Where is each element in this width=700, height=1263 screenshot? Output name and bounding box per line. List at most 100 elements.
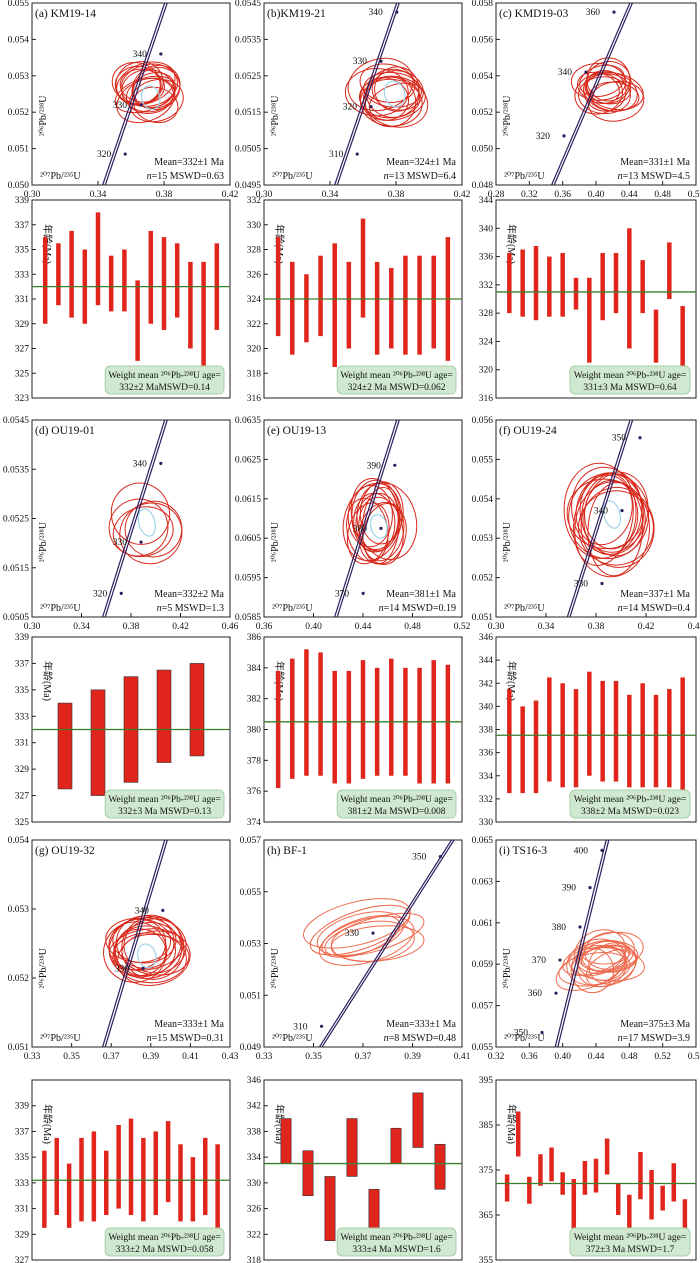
age-bar <box>613 253 619 314</box>
y-tick-label: 325 <box>15 369 30 379</box>
y-tick-label: 395 <box>479 1076 494 1086</box>
concordia-age-label: 370 <box>335 589 350 599</box>
y-tick-label: 386 <box>247 633 262 643</box>
age-bar <box>667 689 672 788</box>
y-tick-label: 0.050 <box>8 181 30 191</box>
age-bar <box>302 1150 314 1197</box>
age-bar <box>318 652 323 776</box>
concordia-panel-c: 0.28 0.32 0.36 0.40 0.44 0.48 0.52 0.048 0.050 0.… <box>472 0 700 200</box>
concordia-tick <box>588 886 592 890</box>
age-bar <box>122 249 127 312</box>
x-tick-label: 0.52 <box>654 1052 671 1062</box>
concordia-tick <box>612 10 616 14</box>
age-bar-panel-d_bar: 325 327 329 331 333 335 337 339 年龄(Ma) Weight mea… <box>15 633 231 828</box>
x-tick-label: 0.38 <box>123 622 140 632</box>
age-bar <box>627 228 632 349</box>
age-bar <box>390 1127 402 1164</box>
age-bar <box>128 1118 134 1215</box>
x-tick-label: 0.32 <box>488 1052 505 1062</box>
x-tick-label: 0.48 <box>404 622 421 632</box>
x-tick-label: 0.34 <box>73 622 90 632</box>
y-tick-label: 0.054 <box>8 35 30 45</box>
y-tick-label: 318 <box>247 369 262 379</box>
age-bar <box>108 255 114 312</box>
age-bar <box>304 274 309 343</box>
age-bar <box>91 1131 97 1222</box>
concordia-age-label: 330 <box>345 929 360 939</box>
mean-ellipse <box>383 80 406 108</box>
age-bar <box>627 694 632 788</box>
error-ellipse <box>585 61 632 104</box>
error-ellipse <box>579 64 625 97</box>
mean-age-text: Mean=332±2 Ma <box>154 589 224 600</box>
y-tick-label: 316 <box>247 394 262 404</box>
concordia-curve <box>553 3 634 185</box>
y-tick-label: 339 <box>15 633 30 643</box>
age-bar <box>188 261 193 349</box>
weighted-mean-value: 331±3 Ma MSWD=0.64 <box>583 383 676 393</box>
error-ellipse <box>347 484 393 548</box>
concordia-age-label: 340 <box>369 8 384 18</box>
y-tick-label: 0.051 <box>240 991 262 1001</box>
error-ellipse <box>588 942 637 985</box>
y-tick-label: 333 <box>15 1179 30 1189</box>
concordia-age-label: 320 <box>97 150 112 160</box>
y-tick-label: 0.0535 <box>3 465 29 475</box>
x-tick-label: 0.34 <box>538 622 555 632</box>
age-bar <box>671 1163 677 1202</box>
age-bar <box>638 1152 643 1200</box>
age-bar <box>275 237 281 337</box>
y-tick-label: 337 <box>15 1127 30 1137</box>
concordia-age-label: 400 <box>574 846 589 856</box>
n-label: n <box>618 603 623 614</box>
panel-title: (h) BF-1 <box>267 845 307 857</box>
error-ellipse <box>309 904 411 956</box>
mean-age-text: Mean=333±1 Ma <box>154 1019 224 1030</box>
concordia-tick <box>540 1030 544 1035</box>
x-tick-label: 0.37 <box>103 1052 120 1062</box>
concordia-age-label: 310 <box>293 1022 308 1032</box>
x-tick-label: 0.32 <box>521 190 538 200</box>
y-tick-label: 338 <box>479 726 494 736</box>
age-bar <box>573 689 579 788</box>
mean-ellipse <box>137 943 157 969</box>
y-tick-label: 376 <box>247 787 262 797</box>
error-ellipse <box>324 912 425 957</box>
concordia-tick <box>438 854 442 859</box>
concordia-curve <box>101 420 166 617</box>
x-tick-label: 0.36 <box>521 1052 538 1062</box>
y-tick-label: 355 <box>479 1256 494 1263</box>
weighted-mean-badge <box>569 1227 691 1257</box>
error-ellipse <box>129 78 184 123</box>
concordia-age-label: 340 <box>135 906 150 916</box>
weighted-mean-badge <box>336 1227 457 1257</box>
age-bar <box>304 649 309 776</box>
n-mswd-text: n=8 MSWD=0.48 <box>384 1033 456 1044</box>
y-tick-label: 382 <box>247 695 262 705</box>
age-bar <box>582 1161 588 1195</box>
concordia-tick <box>159 461 163 465</box>
age-bar <box>593 1158 599 1193</box>
concordia-age-label: 340 <box>594 507 609 517</box>
mean-age-text: Mean=331±1 Ma <box>620 157 690 168</box>
weighted-mean-label: Weight mean ²⁰⁶Pb-²³⁸U age= <box>340 795 452 805</box>
y-tick-label: 316 <box>479 394 494 404</box>
plot-frame <box>495 2 697 186</box>
age-bar <box>533 700 539 794</box>
age-bar <box>431 255 436 349</box>
x-tick-label: 0.44 <box>588 1052 605 1062</box>
age-bar <box>56 243 61 306</box>
age-bar <box>374 261 380 355</box>
y-tick-label: 332 <box>247 196 262 206</box>
y-tick-label: 0.0545 <box>3 416 29 426</box>
age-bar <box>178 1144 183 1222</box>
y-tick-label: 335 <box>15 686 30 696</box>
concordia-age-label: 350 <box>412 853 427 863</box>
y-tick-label: 0.052 <box>8 974 30 984</box>
y-tick-label: 327 <box>15 345 30 355</box>
age-bar <box>66 1163 72 1228</box>
x-tick-label: 0.40 <box>554 1052 571 1062</box>
n-value: =15 MSWD=0.63 <box>152 171 224 182</box>
x-tick-label: 0.44 <box>355 622 372 632</box>
